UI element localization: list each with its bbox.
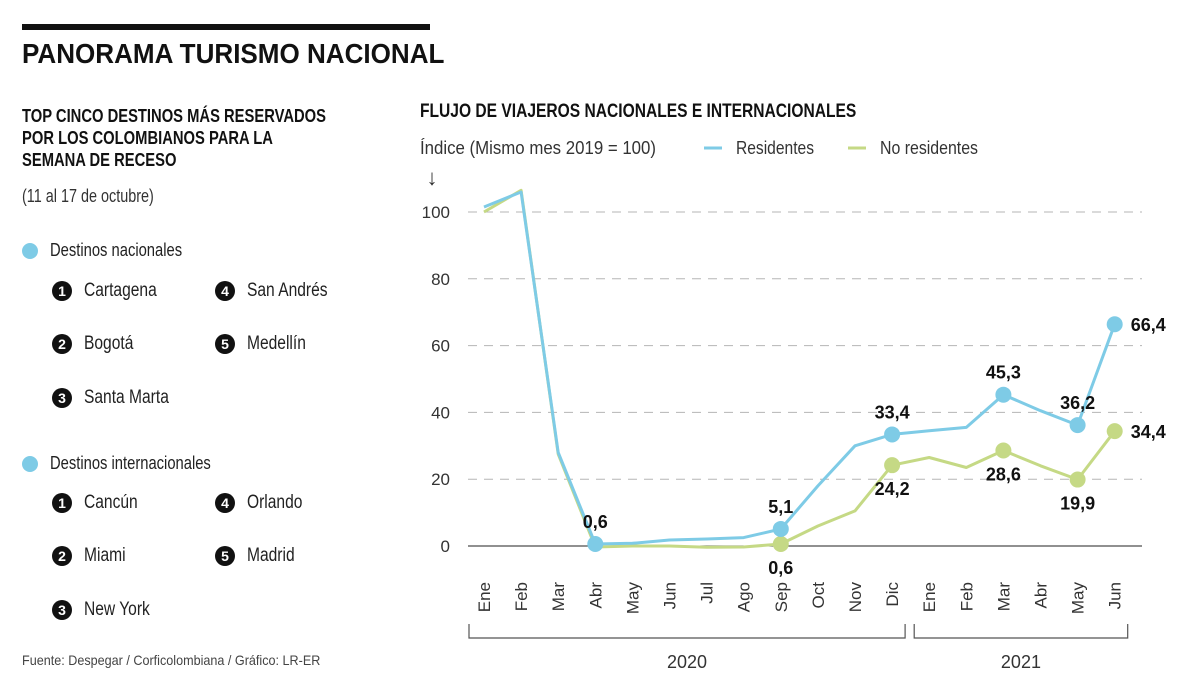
data-point-residentes xyxy=(772,520,789,537)
year-bracket xyxy=(913,624,1129,639)
data-point-residentes xyxy=(1069,417,1086,434)
data-label: 45,3 xyxy=(986,363,1021,383)
y-tick-label: 40 xyxy=(431,403,450,422)
data-label: 66,4 xyxy=(1131,315,1166,335)
left-title-line: POR LOS COLOMBIANOS PARA LA xyxy=(22,128,273,148)
destination-item: 5 Madrid xyxy=(215,545,305,567)
x-tick-label: Ago xyxy=(735,582,754,612)
year-label: 2020 xyxy=(667,652,707,672)
bullet-dot-icon xyxy=(22,455,38,472)
rank-badge-icon: 4 xyxy=(215,493,235,513)
x-tick-label: Ene xyxy=(920,582,939,612)
x-tick-label: Oct xyxy=(809,582,828,609)
destination-item: 2 Bogotá xyxy=(52,333,144,355)
rank-badge-icon: 3 xyxy=(52,388,72,408)
y-tick-label: 60 xyxy=(431,337,450,356)
data-label: 28,6 xyxy=(986,464,1021,484)
rank-badge-icon: 4 xyxy=(215,281,235,301)
destination-item: 4 Orlando xyxy=(215,492,315,514)
x-tick-label: Nov xyxy=(846,582,865,613)
source-note: Fuente: Despegar / Corficolombiana / Grá… xyxy=(22,652,321,668)
rank-badge-icon: 5 xyxy=(215,334,235,354)
x-tick-label: Feb xyxy=(512,582,531,611)
left-title-line: SEMANA DE RECESO xyxy=(22,150,177,170)
data-point-no-residentes xyxy=(884,457,901,474)
legend-layer: Índice (Mismo mes 2019 = 100) ↓ Resident… xyxy=(420,138,978,190)
data-label: 36,2 xyxy=(1060,393,1095,413)
rank-badge-icon: 3 xyxy=(52,600,72,620)
data-point-residentes xyxy=(884,426,901,443)
data-label: 33,4 xyxy=(875,402,910,422)
x-tick-label: Feb xyxy=(957,582,976,611)
header-rule xyxy=(22,24,430,30)
left-panel-title: TOP CINCO DESTINOS MÁS RESERVADOS POR LO… xyxy=(22,105,366,171)
legend-no-residentes-label: No residentes xyxy=(880,138,978,158)
y-tick-label: 0 xyxy=(441,537,450,556)
rank-badge-icon: 5 xyxy=(215,546,235,566)
grid-layer xyxy=(468,211,1142,547)
destination-item: 5 Medellín xyxy=(215,333,319,355)
x-tick-label: Jun xyxy=(661,582,680,609)
year-bracket xyxy=(468,624,906,639)
chart-title: FLUJO DE VIAJEROS NACIONALES E INTERNACI… xyxy=(420,101,857,122)
destination-item: 3 Santa Marta xyxy=(52,387,188,409)
x-tick-label: Jun xyxy=(1106,582,1125,609)
x-tick-label: Abr xyxy=(586,582,605,609)
y-axis-label: Índice (Mismo mes 2019 = 100) xyxy=(420,138,656,158)
data-point-no-residentes xyxy=(1106,423,1123,440)
x-tick-label: Mar xyxy=(994,582,1013,612)
destination-item: 2 Miami xyxy=(52,545,135,567)
x-tick-label: Ene xyxy=(475,582,494,612)
group-internacionales-heading: Destinos internacionales xyxy=(22,453,246,474)
legend-residentes-label: Residentes xyxy=(736,138,814,158)
rank-badge-icon: 1 xyxy=(52,493,72,513)
data-point-residentes xyxy=(1106,316,1123,333)
x-tick-label: Dic xyxy=(883,582,902,607)
destination-item: 3 New York xyxy=(52,599,164,621)
axis-layer: 0 20 40 60 80 100 Ene Feb Mar Abr May Jun Jul Ago Sep O… xyxy=(422,203,1129,672)
x-tick-label: May xyxy=(1069,582,1088,615)
rank-badge-icon: 2 xyxy=(52,546,72,566)
data-point-residentes xyxy=(995,386,1012,403)
destination-item: 1 Cartagena xyxy=(52,280,173,302)
y-tick-label: 20 xyxy=(431,470,450,489)
data-point-no-residentes xyxy=(1069,471,1086,488)
left-title-line: TOP CINCO DESTINOS MÁS RESERVADOS xyxy=(22,106,327,126)
x-tick-label: Mar xyxy=(549,582,568,612)
data-label: 19,9 xyxy=(1060,494,1095,514)
y-tick-label: 100 xyxy=(422,203,450,222)
down-arrow-icon: ↓ xyxy=(427,165,438,190)
rank-badge-icon: 1 xyxy=(52,281,72,301)
data-point-residentes xyxy=(587,535,604,552)
rank-badge-icon: 2 xyxy=(52,334,72,354)
data-label: 0,6 xyxy=(583,512,608,532)
year-label: 2021 xyxy=(1001,652,1041,672)
x-tick-label: Abr xyxy=(1032,582,1051,609)
destination-item: 1 Cancún xyxy=(52,492,150,514)
data-point-no-residentes xyxy=(772,535,789,552)
series-layer xyxy=(483,188,1123,552)
label-layer: 0,6 24,2 28,6 19,9 34,4 0,6 5,1 33,4 45,3 36,2 66,… xyxy=(583,315,1166,578)
page-title: PANORAMA TURISMO NACIONAL xyxy=(22,38,445,69)
x-tick-label: May xyxy=(623,582,642,615)
data-label: 24,2 xyxy=(875,479,910,499)
data-label: 0,6 xyxy=(768,558,793,578)
x-tick-label: Jul xyxy=(698,582,717,604)
left-panel-subtitle: (11 al 17 de octubre) xyxy=(22,186,154,206)
destination-item: 4 San Andrés xyxy=(215,280,345,302)
data-label: 5,1 xyxy=(768,497,793,517)
data-point-no-residentes xyxy=(995,442,1012,459)
y-tick-label: 80 xyxy=(431,270,450,289)
group-nacionales-heading: Destinos nacionales xyxy=(22,240,211,261)
x-tick-label: Sep xyxy=(772,582,791,612)
bullet-dot-icon xyxy=(22,242,38,259)
data-label: 34,4 xyxy=(1131,422,1166,442)
